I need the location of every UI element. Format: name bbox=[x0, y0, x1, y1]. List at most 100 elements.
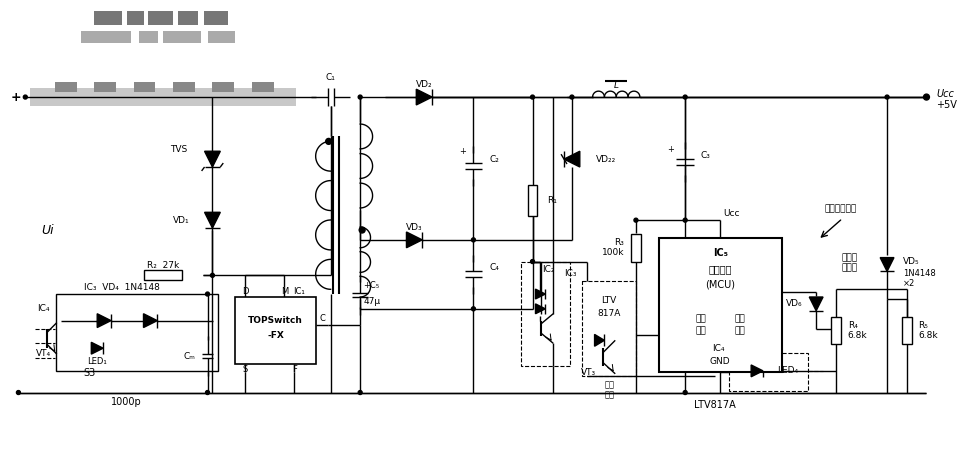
Text: IC₂: IC₂ bbox=[542, 265, 554, 274]
Text: C₁: C₁ bbox=[325, 73, 336, 82]
Text: 关控制: 关控制 bbox=[841, 263, 857, 272]
Text: +C₅: +C₅ bbox=[363, 281, 379, 290]
Text: R₄
6.8k: R₄ 6.8k bbox=[848, 321, 867, 340]
Circle shape bbox=[683, 218, 687, 222]
Circle shape bbox=[634, 218, 638, 222]
Text: +: + bbox=[667, 145, 675, 154]
Text: Ui: Ui bbox=[42, 224, 55, 237]
Bar bbox=[164, 31, 201, 43]
Text: +: + bbox=[458, 147, 465, 156]
Text: IC₄: IC₄ bbox=[36, 304, 50, 313]
Polygon shape bbox=[205, 213, 220, 228]
Bar bbox=[252, 82, 274, 92]
Bar bbox=[173, 82, 194, 92]
Text: VD₅: VD₅ bbox=[902, 257, 920, 266]
Text: +: + bbox=[11, 91, 21, 104]
Text: 逻辑: 逻辑 bbox=[734, 314, 746, 323]
Text: S: S bbox=[242, 365, 248, 375]
Circle shape bbox=[530, 260, 535, 263]
Text: LTV: LTV bbox=[601, 296, 616, 306]
Text: R₂  27k: R₂ 27k bbox=[147, 261, 179, 270]
Polygon shape bbox=[91, 342, 103, 354]
Text: 1000p: 1000p bbox=[111, 397, 143, 407]
Circle shape bbox=[885, 95, 889, 99]
Circle shape bbox=[211, 273, 214, 277]
Text: TVS: TVS bbox=[170, 145, 188, 154]
Text: M: M bbox=[280, 287, 288, 295]
Bar bbox=[81, 31, 131, 43]
Circle shape bbox=[358, 391, 362, 394]
Text: +5V: +5V bbox=[936, 100, 957, 110]
Bar bbox=[631, 234, 641, 262]
Bar bbox=[521, 262, 570, 366]
Polygon shape bbox=[144, 314, 157, 327]
Text: ×2: ×2 bbox=[902, 279, 915, 288]
Circle shape bbox=[23, 95, 28, 99]
Text: 外部起动信号: 外部起动信号 bbox=[825, 204, 857, 213]
Text: F: F bbox=[292, 365, 297, 375]
Text: C₃: C₃ bbox=[701, 150, 711, 160]
Text: 1N4148: 1N4148 bbox=[902, 269, 936, 278]
Text: IC₃  VD₄  1N4148: IC₃ VD₄ 1N4148 bbox=[84, 282, 160, 292]
Bar bbox=[212, 82, 234, 92]
Circle shape bbox=[683, 391, 687, 394]
Text: Ucc: Ucc bbox=[936, 89, 954, 99]
Text: 电源开: 电源开 bbox=[841, 253, 857, 262]
Text: 47µ: 47µ bbox=[363, 297, 380, 307]
Text: 开关
状态: 开关 状态 bbox=[604, 380, 614, 399]
Text: 逻辑: 逻辑 bbox=[695, 314, 706, 323]
Polygon shape bbox=[810, 297, 823, 311]
Bar bbox=[658, 238, 782, 372]
Circle shape bbox=[206, 292, 210, 296]
Text: IC₃: IC₃ bbox=[565, 269, 577, 278]
Circle shape bbox=[570, 95, 574, 99]
Polygon shape bbox=[594, 334, 605, 346]
Polygon shape bbox=[407, 232, 422, 248]
Circle shape bbox=[359, 227, 366, 233]
Text: VD₂: VD₂ bbox=[416, 80, 433, 89]
Circle shape bbox=[325, 138, 332, 144]
Text: D: D bbox=[242, 287, 248, 295]
Text: Ucc: Ucc bbox=[723, 209, 740, 218]
Bar bbox=[148, 12, 173, 25]
Bar bbox=[31, 88, 296, 106]
Text: Cₘ: Cₘ bbox=[184, 351, 195, 361]
Bar bbox=[134, 82, 155, 92]
Polygon shape bbox=[536, 304, 545, 314]
Bar bbox=[527, 185, 538, 216]
Text: VT₄: VT₄ bbox=[35, 349, 51, 357]
Text: -FX: -FX bbox=[267, 331, 284, 340]
Circle shape bbox=[358, 95, 362, 99]
Text: GND: GND bbox=[710, 357, 730, 367]
Polygon shape bbox=[880, 257, 894, 271]
Text: 817A: 817A bbox=[597, 309, 620, 318]
Text: R₁: R₁ bbox=[547, 196, 557, 205]
Text: LTV817A: LTV817A bbox=[694, 400, 736, 410]
Circle shape bbox=[16, 391, 20, 394]
Text: VD₃: VD₃ bbox=[406, 223, 423, 232]
Text: L: L bbox=[613, 81, 619, 90]
Polygon shape bbox=[98, 314, 111, 327]
Bar bbox=[94, 82, 116, 92]
Text: C₂: C₂ bbox=[489, 155, 499, 163]
Text: 输出: 输出 bbox=[734, 326, 746, 335]
Bar bbox=[831, 317, 841, 344]
Text: IC₁: IC₁ bbox=[293, 287, 305, 295]
Text: IC₅: IC₅ bbox=[713, 248, 727, 258]
Text: C: C bbox=[320, 314, 325, 323]
Bar bbox=[145, 270, 182, 280]
Text: LED₁: LED₁ bbox=[87, 357, 107, 367]
Polygon shape bbox=[205, 151, 220, 167]
Bar bbox=[178, 12, 198, 25]
Text: S3: S3 bbox=[83, 368, 96, 378]
Circle shape bbox=[206, 391, 210, 394]
Bar bbox=[204, 12, 228, 25]
Bar bbox=[94, 12, 122, 25]
Circle shape bbox=[472, 307, 476, 311]
Text: C₄: C₄ bbox=[489, 263, 499, 272]
Bar bbox=[139, 31, 158, 43]
Text: IC₄: IC₄ bbox=[712, 344, 724, 353]
Bar bbox=[208, 31, 235, 43]
Bar bbox=[55, 82, 77, 92]
Text: 输入: 输入 bbox=[695, 326, 706, 335]
